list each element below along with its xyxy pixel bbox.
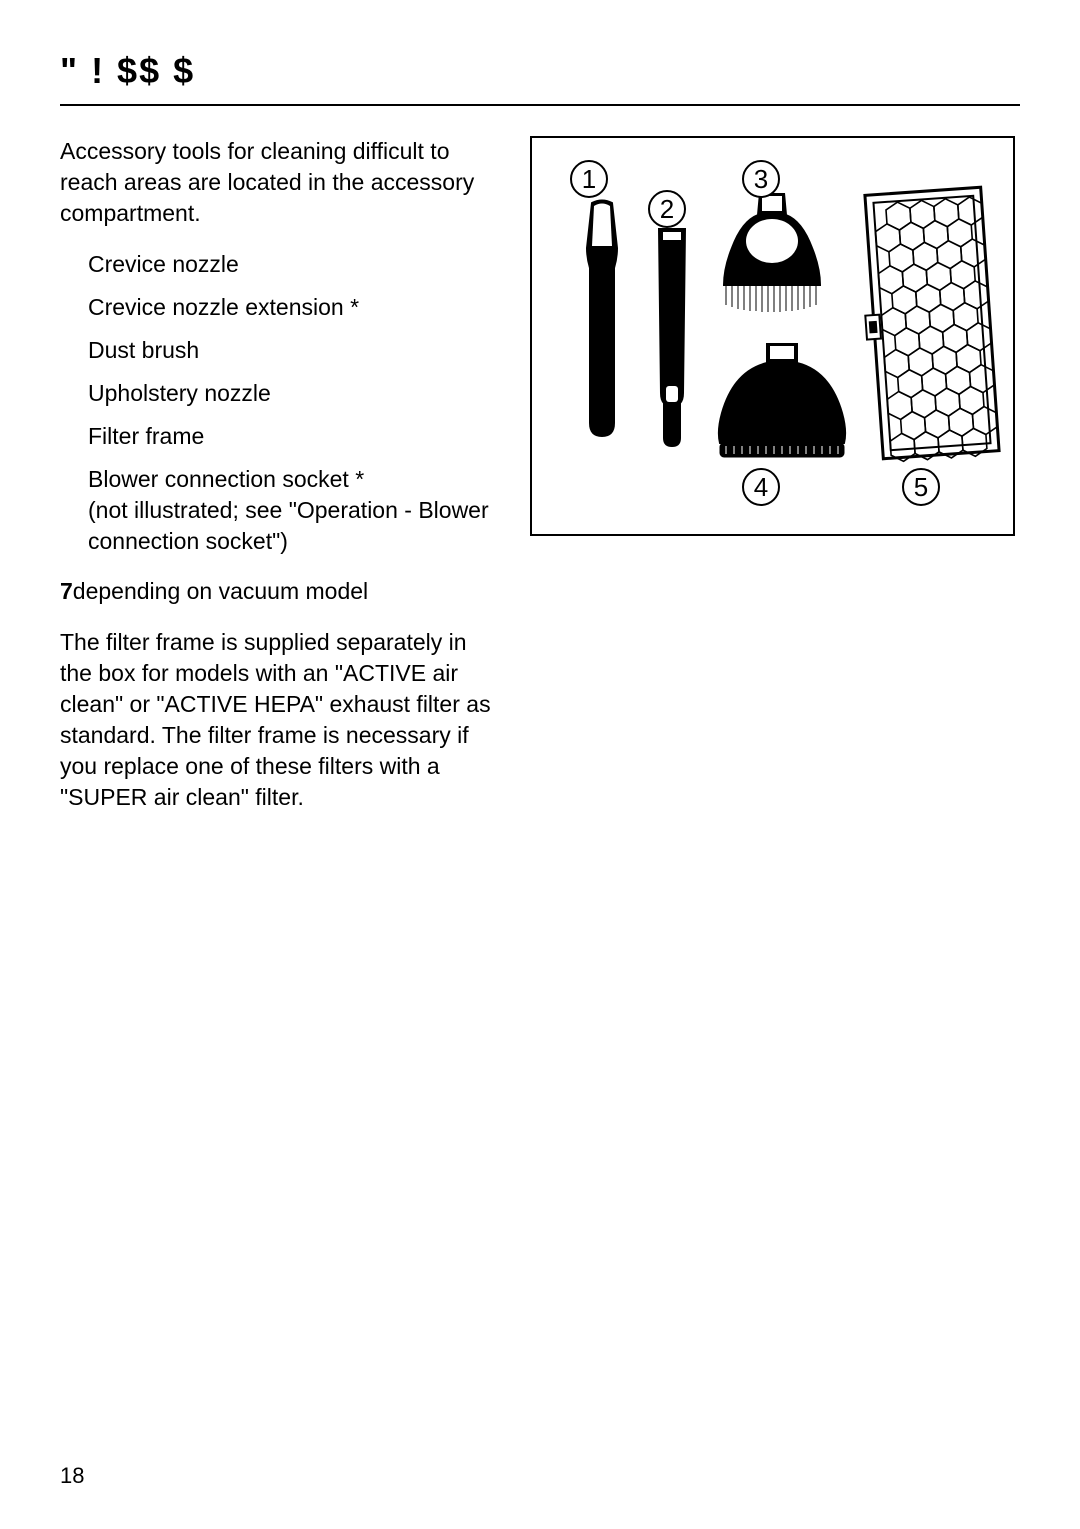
callout-1: 1: [570, 160, 608, 198]
accessory-sublabel: (not illustrated; see "Operation - Blowe…: [88, 495, 500, 557]
page-number: 18: [60, 1463, 84, 1489]
page: " ! $$ $ Accessory tools for cleaning di…: [0, 0, 1080, 1529]
footnote-marker: 7: [60, 578, 73, 604]
body-paragraph: The filter frame is supplied separately …: [60, 627, 500, 813]
accessory-diagram: 1 2 3 4 5: [530, 136, 1015, 536]
upholstery-nozzle-icon: [712, 343, 852, 463]
callout-label: 4: [754, 472, 768, 503]
callout-2: 2: [648, 190, 686, 228]
callout-4: 4: [742, 468, 780, 506]
accessory-label: Filter frame: [88, 423, 204, 449]
footnote: 7depending on vacuum model: [60, 576, 500, 607]
accessory-list: Crevice nozzle Crevice nozzle extension …: [60, 249, 500, 557]
callout-label: 5: [914, 472, 928, 503]
accessory-label: Dust brush: [88, 337, 199, 363]
list-item: Crevice nozzle extension *: [88, 292, 500, 323]
crevice-extension-icon: [647, 228, 697, 448]
content-columns: Accessory tools for cleaning difficult t…: [60, 136, 1020, 833]
crevice-nozzle-icon: [572, 198, 632, 438]
list-item: Blower connection socket * (not illustra…: [88, 464, 500, 557]
accessory-label: Blower connection socket *: [88, 466, 364, 492]
accessory-label: Upholstery nozzle: [88, 380, 271, 406]
callout-label: 1: [582, 164, 596, 195]
left-column: Accessory tools for cleaning difficult t…: [60, 136, 500, 833]
list-item: Crevice nozzle: [88, 249, 500, 280]
list-item: Dust brush: [88, 335, 500, 366]
filter-frame-icon: [862, 183, 1002, 463]
footnote-text: depending on vacuum model: [73, 578, 368, 604]
accessory-label: Crevice nozzle extension *: [88, 294, 359, 320]
header-row: " ! $$ $: [60, 50, 1020, 106]
list-item: Upholstery nozzle: [88, 378, 500, 409]
page-title: " ! $$ $: [60, 50, 195, 92]
accessory-label: Crevice nozzle: [88, 251, 239, 277]
callout-label: 3: [754, 164, 768, 195]
callout-3: 3: [742, 160, 780, 198]
right-column: 1 2 3 4 5: [530, 136, 1020, 833]
callout-label: 2: [660, 194, 674, 225]
intro-text: Accessory tools for cleaning difficult t…: [60, 136, 500, 229]
callout-5: 5: [902, 468, 940, 506]
list-item: Filter frame: [88, 421, 500, 452]
dust-brush-icon: [712, 193, 832, 323]
